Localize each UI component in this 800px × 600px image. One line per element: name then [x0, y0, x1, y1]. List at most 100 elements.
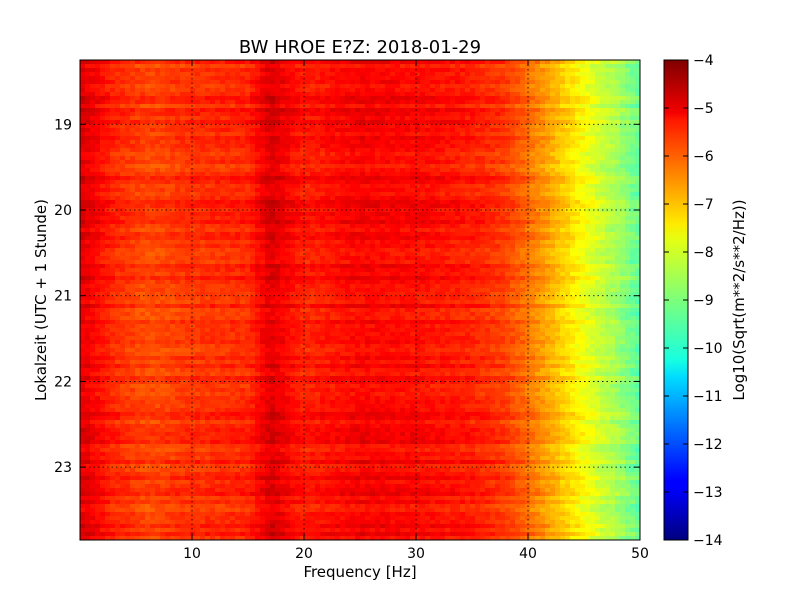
heatmap-cell [420, 136, 426, 141]
heatmap-cell [170, 64, 176, 69]
heatmap-cell [425, 96, 431, 101]
heatmap-cell [575, 172, 581, 177]
heatmap-cell [600, 136, 606, 141]
heatmap-cell [330, 144, 336, 149]
heatmap-cell [515, 76, 521, 81]
heatmap-cell [625, 80, 631, 85]
heatmap-cell [475, 140, 481, 145]
heatmap-cell [595, 184, 601, 189]
heatmap-cell [120, 156, 126, 161]
heatmap-cell [470, 220, 476, 225]
heatmap-cell [285, 192, 291, 197]
heatmap-cell [360, 76, 366, 81]
heatmap-cell [300, 92, 306, 97]
heatmap-cell [385, 200, 391, 205]
heatmap-cell [540, 208, 546, 213]
heatmap-cell [325, 140, 331, 145]
heatmap-cell [330, 184, 336, 189]
heatmap-cell [360, 144, 366, 149]
heatmap-cell [145, 104, 151, 109]
heatmap-cell [215, 212, 221, 217]
heatmap-cell [90, 124, 96, 129]
heatmap-cell [450, 148, 456, 153]
heatmap-cell [80, 188, 86, 193]
heatmap-cell [160, 100, 166, 105]
heatmap-cell [470, 112, 476, 117]
heatmap-cell [570, 92, 576, 97]
heatmap-cell [305, 212, 311, 217]
heatmap-cell [360, 136, 366, 141]
heatmap-cell [85, 156, 91, 161]
heatmap-cell [340, 128, 346, 133]
heatmap-cell [275, 184, 281, 189]
heatmap-cell [125, 72, 131, 77]
heatmap-cell [565, 156, 571, 161]
heatmap-cell [460, 64, 466, 69]
heatmap-cell [365, 184, 371, 189]
heatmap-cell [325, 108, 331, 113]
heatmap-cell [155, 76, 161, 81]
heatmap-cell [380, 196, 386, 201]
heatmap-cell [630, 100, 636, 105]
heatmap-cell [625, 180, 631, 185]
heatmap-cell [200, 100, 206, 105]
heatmap-cell [160, 96, 166, 101]
heatmap-cell [515, 220, 521, 225]
heatmap-cell [130, 160, 136, 165]
heatmap-cell [405, 120, 411, 125]
heatmap-cell [155, 136, 161, 141]
heatmap-cell [510, 224, 516, 229]
heatmap-cell [600, 200, 606, 205]
heatmap-cell [580, 80, 586, 85]
heatmap-cell [330, 100, 336, 105]
heatmap-cell [205, 100, 211, 105]
heatmap-cell [205, 196, 211, 201]
heatmap-cell [250, 212, 256, 217]
heatmap-cell [440, 124, 446, 129]
heatmap-cell [220, 64, 226, 69]
heatmap-cell [155, 112, 161, 117]
heatmap-cell [575, 208, 581, 213]
heatmap-cell [275, 200, 281, 205]
heatmap-cell [170, 216, 176, 221]
heatmap-cell [520, 124, 526, 129]
heatmap-cell [430, 148, 436, 153]
heatmap-cell [570, 196, 576, 201]
heatmap-cell [285, 212, 291, 217]
heatmap-cell [630, 160, 636, 165]
heatmap-cell [560, 232, 566, 237]
heatmap-cell [90, 184, 96, 189]
heatmap-cell [405, 168, 411, 173]
heatmap-cell [105, 132, 111, 137]
heatmap-cell [455, 84, 461, 89]
heatmap-cell [630, 200, 636, 205]
heatmap-cell [530, 100, 536, 105]
heatmap-cell [410, 168, 416, 173]
heatmap-cell [440, 220, 446, 225]
heatmap-cell [540, 60, 546, 65]
heatmap-cell [580, 180, 586, 185]
heatmap-cell [495, 88, 501, 93]
heatmap-cell [375, 212, 381, 217]
heatmap-cell [375, 120, 381, 125]
heatmap-cell [575, 144, 581, 149]
heatmap-cell [120, 172, 126, 177]
heatmap-cell [260, 216, 266, 221]
heatmap-cell [525, 192, 531, 197]
heatmap-cell [225, 160, 231, 165]
heatmap-cell [415, 72, 421, 77]
heatmap-cell [375, 72, 381, 77]
heatmap-cell [215, 148, 221, 153]
heatmap-cell [280, 144, 286, 149]
heatmap-cell [130, 224, 136, 229]
heatmap-cell [165, 76, 171, 81]
heatmap-cell [235, 76, 241, 81]
heatmap-cell [310, 68, 316, 73]
heatmap-cell [565, 232, 571, 237]
heatmap-cell [315, 176, 321, 181]
heatmap-cell [225, 192, 231, 197]
heatmap-cell [475, 128, 481, 133]
heatmap-cell [535, 128, 541, 133]
heatmap-cell [535, 84, 541, 89]
heatmap-cell [175, 104, 181, 109]
